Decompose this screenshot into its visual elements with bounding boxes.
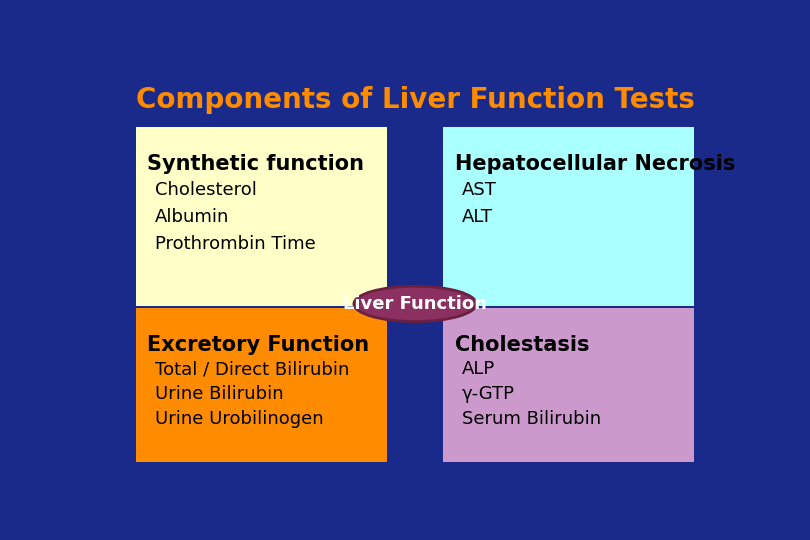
FancyBboxPatch shape — [443, 308, 694, 462]
Text: Excretory Function: Excretory Function — [147, 335, 369, 355]
Text: γ-GTP: γ-GTP — [463, 385, 515, 403]
FancyBboxPatch shape — [136, 308, 387, 462]
Text: AST: AST — [463, 181, 497, 199]
FancyBboxPatch shape — [443, 127, 694, 306]
Text: Cholestasis: Cholestasis — [454, 335, 589, 355]
FancyBboxPatch shape — [136, 127, 387, 306]
Text: Components of Liver Function Tests: Components of Liver Function Tests — [136, 86, 694, 114]
Text: ALP: ALP — [463, 360, 496, 378]
Text: Urine Bilirubin: Urine Bilirubin — [155, 385, 284, 403]
Text: Synthetic function: Synthetic function — [147, 154, 364, 174]
Ellipse shape — [354, 286, 476, 321]
Text: Hepatocellular Necrosis: Hepatocellular Necrosis — [454, 154, 735, 174]
Text: Total / Direct Bilirubin: Total / Direct Bilirubin — [155, 360, 349, 378]
Text: ALT: ALT — [463, 208, 493, 226]
Text: Albumin: Albumin — [155, 208, 229, 226]
Text: Cholesterol: Cholesterol — [155, 181, 257, 199]
Text: Urine Urobilinogen: Urine Urobilinogen — [155, 410, 323, 428]
Text: Serum Bilirubin: Serum Bilirubin — [463, 410, 601, 428]
Text: Liver Function: Liver Function — [343, 295, 487, 313]
Text: Prothrombin Time: Prothrombin Time — [155, 235, 315, 253]
